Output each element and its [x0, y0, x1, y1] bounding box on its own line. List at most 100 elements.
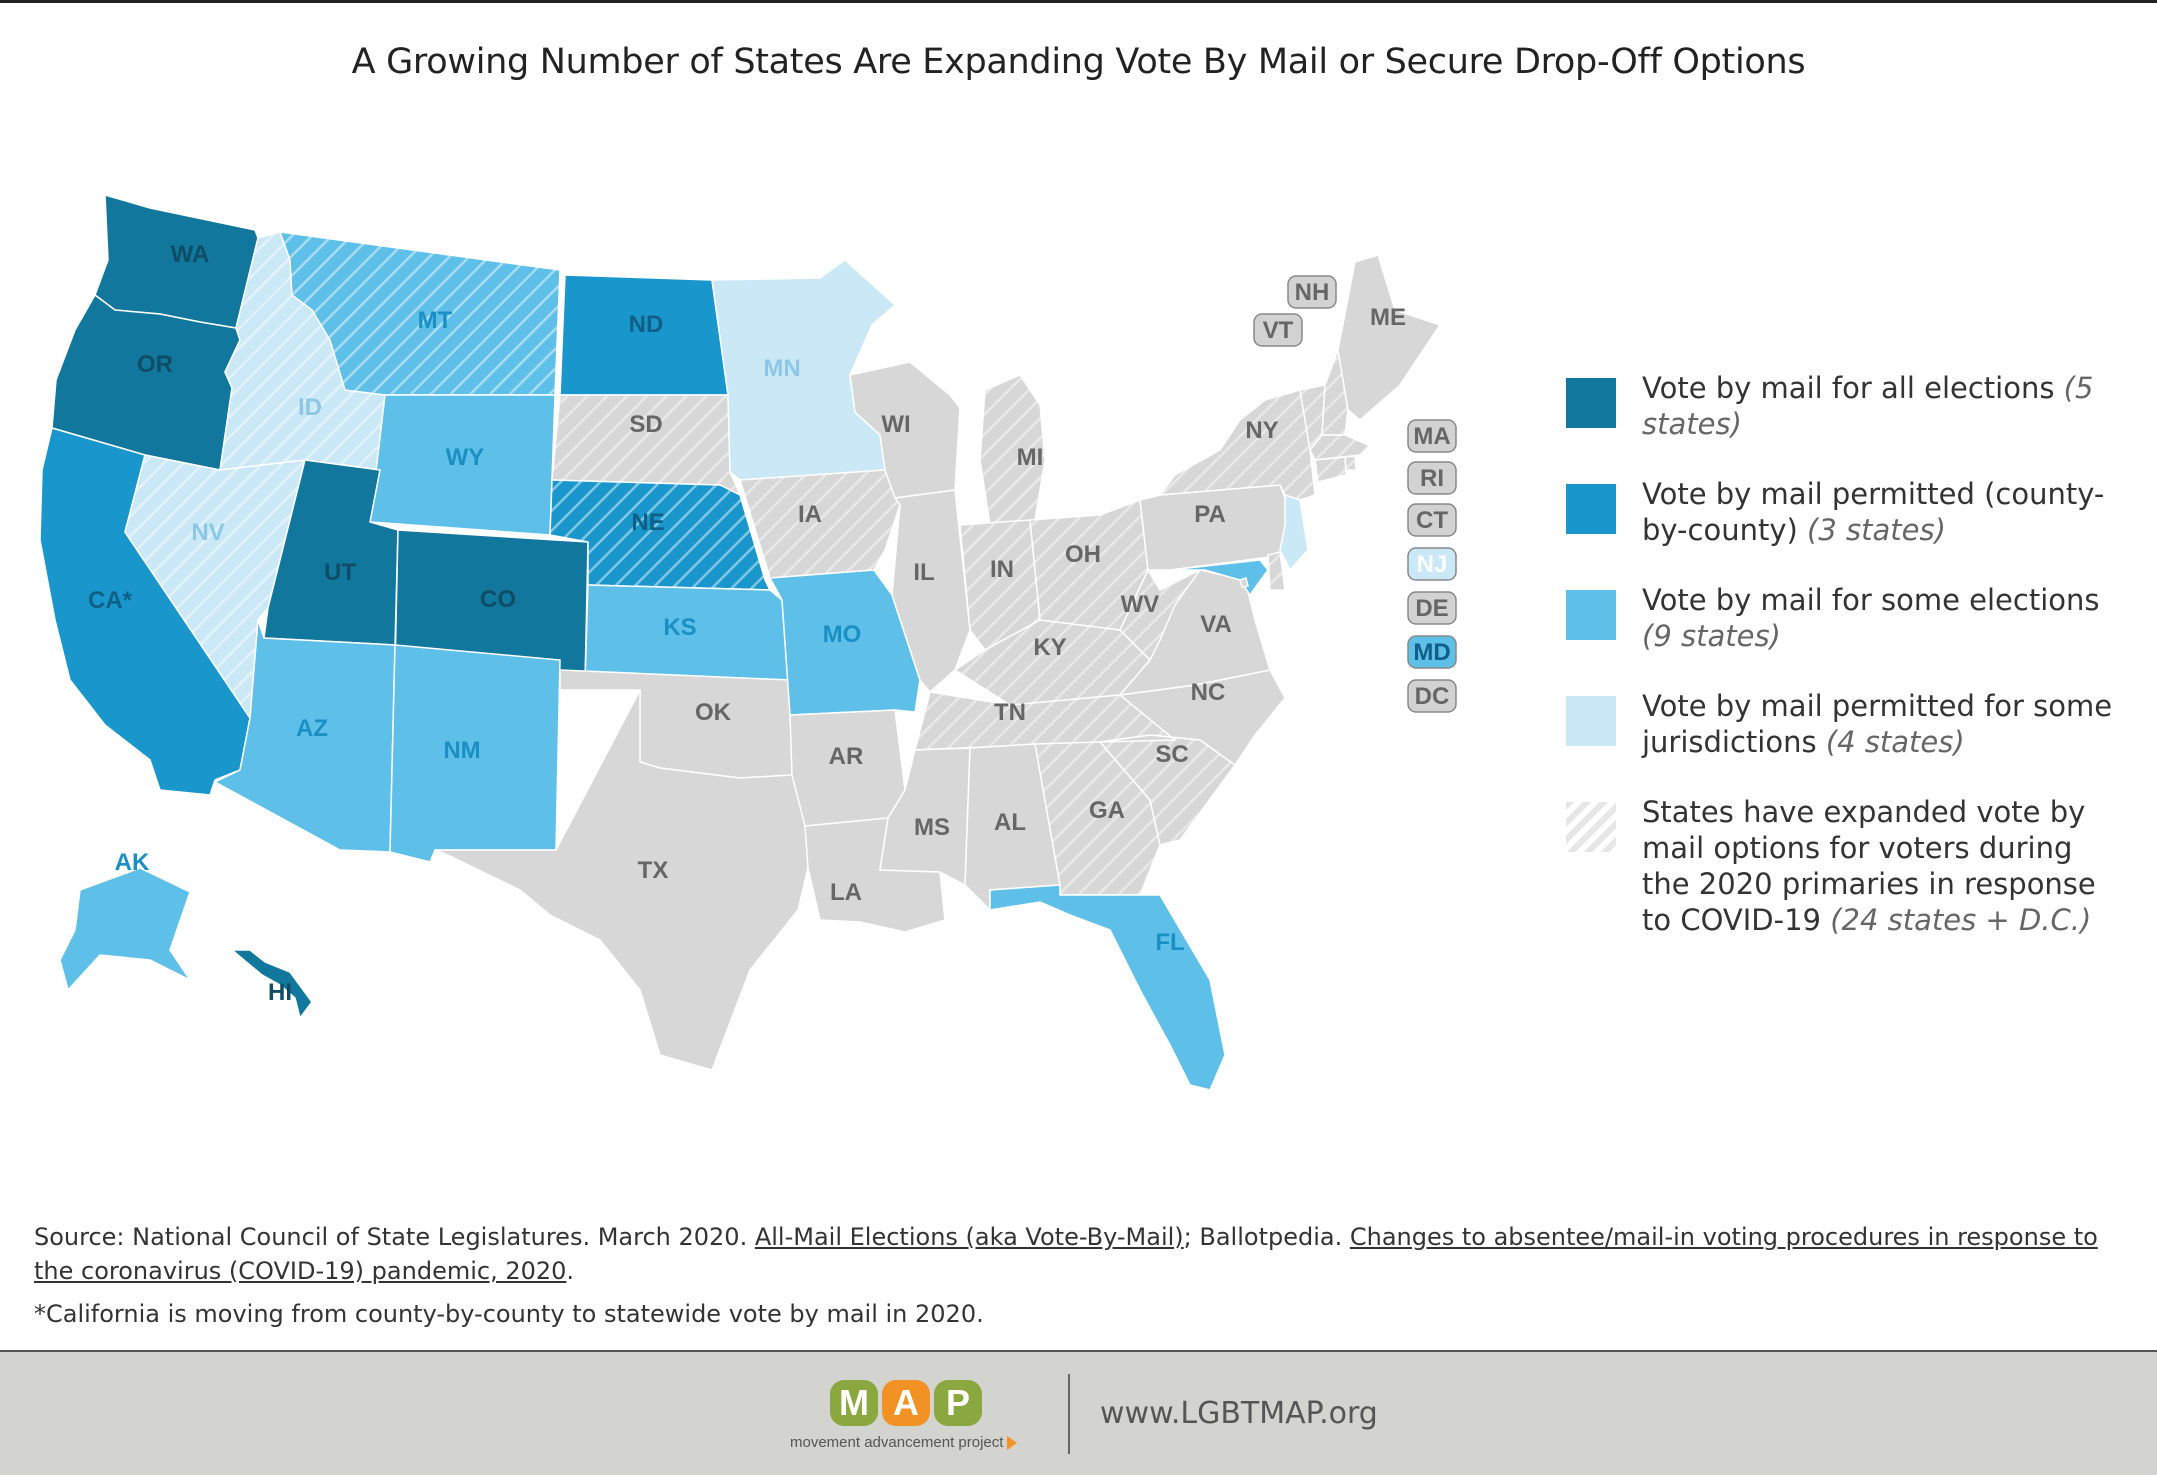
- state-nj: [1279, 493, 1309, 572]
- state-ne-hatch: [550, 480, 770, 590]
- state-label-ri: RI: [1420, 465, 1444, 492]
- state-label-or: OR: [137, 351, 173, 378]
- state-tn-hatch: [915, 685, 1195, 750]
- state-ok: [559, 669, 793, 779]
- source-middle: ; Ballotpedia.: [1183, 1223, 1350, 1251]
- state-ga-hatch: [1035, 742, 1160, 895]
- state-label-ms: MS: [914, 814, 950, 841]
- legend-swatch: [1566, 696, 1616, 746]
- logo-subtitle-text: movement advancement project: [790, 1434, 1004, 1451]
- state-label-ky: KY: [1033, 634, 1066, 661]
- state-mn: [711, 259, 897, 481]
- state-label-wy: WY: [446, 444, 485, 471]
- state-label-tn: TN: [994, 699, 1026, 726]
- callout-box-dc: [1407, 679, 1457, 713]
- state-label-me: ME: [1370, 304, 1406, 331]
- legend-swatch: [1566, 802, 1616, 852]
- state-ky-hatch: [955, 620, 1150, 705]
- state-label-nd: ND: [629, 311, 664, 338]
- legend-item-some-jurisdictions: Vote by mail permitted for some jurisdic…: [1566, 688, 2126, 760]
- state-label-md: MD: [1413, 639, 1450, 666]
- legend-item-some-elections: Vote by mail for some elections (9 state…: [1566, 582, 2126, 654]
- footer-url[interactable]: www.LGBTMAP.org: [1100, 1396, 1378, 1431]
- state-label-pa: PA: [1194, 501, 1226, 528]
- state-label-ia: IA: [798, 501, 822, 528]
- state-label-sd: SD: [629, 411, 662, 438]
- legend-label: States have expanded vote by mail option…: [1642, 795, 2096, 937]
- state-label-nv: NV: [191, 519, 224, 546]
- logo-letter-m: M: [830, 1380, 878, 1426]
- source-link-nscl[interactable]: All-Mail Elections (aka Vote-By-Mail): [754, 1223, 1184, 1251]
- state-label-mo: MO: [823, 621, 862, 648]
- legend-label: Vote by mail permitted for some jurisdic…: [1642, 689, 2113, 759]
- legend-label: Vote by mail for all elections: [1642, 371, 2055, 405]
- state-in-hatch: [960, 520, 1040, 650]
- state-label-nc: NC: [1191, 679, 1226, 706]
- state-hi: [229, 949, 313, 1020]
- state-vt-hatch: [1300, 385, 1325, 450]
- state-label-ca: CA*: [88, 587, 133, 614]
- source-prefix: Source: National Council of State Legisl…: [34, 1223, 755, 1251]
- footer-divider: [1068, 1374, 1070, 1454]
- legend-item-hatch: States have expanded vote by mail option…: [1566, 794, 2126, 938]
- legend-swatch: [1566, 590, 1616, 640]
- state-label-mi: MI: [1017, 444, 1044, 471]
- state-label-vt: VT: [1263, 317, 1294, 344]
- legend-text: States have expanded vote by mail option…: [1642, 794, 2126, 938]
- state-label-nh: NH: [1295, 279, 1330, 306]
- logo-subtitle: movement advancement project: [790, 1434, 1018, 1451]
- state-id-hatch: [220, 232, 385, 470]
- callout-box-ma: [1407, 419, 1457, 453]
- state-label-ct: CT: [1416, 507, 1448, 534]
- source-suffix: .: [566, 1257, 575, 1285]
- state-ny-hatch: [1160, 390, 1315, 500]
- state-de-hatch: [1268, 552, 1285, 590]
- state-label-al: AL: [994, 809, 1026, 836]
- state-wv-hatch: [1120, 570, 1200, 660]
- callout-box-ct: [1407, 503, 1457, 537]
- legend-swatch: [1566, 484, 1616, 534]
- state-label-ma: MA: [1413, 423, 1450, 450]
- state-label-wv: WV: [1121, 591, 1160, 618]
- legend-count: (9 states): [1642, 619, 1781, 653]
- logo-letter-a: A: [882, 1380, 930, 1426]
- state-md: [1169, 559, 1269, 597]
- state-ri-hatch: [1345, 456, 1356, 470]
- source-link-ballotpedia[interactable]: Changes to absentee/mail-in voting proce…: [34, 1223, 2098, 1285]
- state-ct-hatch: [1315, 457, 1346, 482]
- state-label-hi: HI: [268, 979, 292, 1006]
- source-citation: Source: National Council of State Legisl…: [34, 1220, 2134, 1288]
- state-ma-hatch: [1310, 435, 1370, 460]
- state-label-nj: NJ: [1417, 551, 1448, 578]
- top-rule: [0, 0, 2157, 3]
- legend-item-all-elections: Vote by mail for all elections (5 states…: [1566, 370, 2126, 442]
- state-label-tx: TX: [638, 857, 669, 884]
- callout-box-de: [1407, 591, 1457, 625]
- state-label-ok: OK: [695, 699, 732, 726]
- legend-label: Vote by mail permitted (county-by-county…: [1642, 477, 2105, 547]
- state-mt-hatch: [280, 232, 560, 395]
- state-mo: [768, 569, 921, 716]
- chart-title: A Growing Number of States Are Expanding…: [351, 42, 1806, 82]
- state-label-ak: AK: [115, 849, 150, 876]
- state-sc-hatch: [1100, 735, 1235, 845]
- legend-count: (24 states + D.C.): [1820, 903, 2092, 937]
- callout-box-vt: [1253, 313, 1303, 347]
- state-label-oh: OH: [1065, 541, 1101, 568]
- state-fl: [989, 884, 1226, 1091]
- callout-box-md: [1407, 635, 1457, 669]
- state-nv-hatch: [125, 455, 305, 718]
- state-label-nm: NM: [443, 737, 480, 764]
- legend-text: Vote by mail for some elections (9 state…: [1642, 582, 2126, 654]
- state-label-in: IN: [990, 556, 1014, 583]
- legend-count: (3 states): [1797, 513, 1946, 547]
- state-label-mn: MN: [763, 355, 800, 382]
- us-map: VT NH MA RI CT NJ DE MD DC WA OR CA* ID NV MT WY UT CO AZ…: [0, 150, 1470, 1130]
- legend-count: (4 states): [1816, 725, 1965, 759]
- legend-text: Vote by mail for all elections (5 states…: [1642, 370, 2126, 442]
- legend-item-county-by-county: Vote by mail permitted (county-by-county…: [1566, 476, 2126, 548]
- legend-text: Vote by mail permitted (county-by-county…: [1642, 476, 2126, 548]
